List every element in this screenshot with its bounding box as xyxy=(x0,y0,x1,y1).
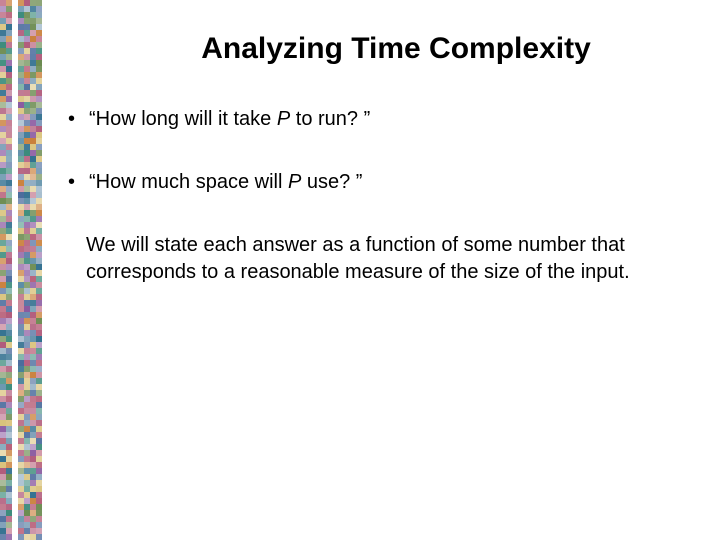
bullet-item: • “How much space will P use? ” xyxy=(68,169,690,196)
bullet-text-var: P xyxy=(277,108,290,130)
paragraph: We will state each answer as a function … xyxy=(86,232,676,286)
slide-content: Analyzing Time Complexity • “How long wi… xyxy=(0,0,720,540)
bullet-marker: • xyxy=(68,169,75,196)
bullet-text: “How much space will P use? ” xyxy=(89,169,362,196)
bullet-item: • “How long will it take P to run? ” xyxy=(68,106,690,133)
bullet-text-pre: “How long will it take xyxy=(89,108,277,130)
slide-title: Analyzing Time Complexity xyxy=(102,32,690,66)
bullet-text-var: P xyxy=(288,171,301,193)
bullet-text-post: use? ” xyxy=(301,171,362,193)
bullet-text: “How long will it take P to run? ” xyxy=(89,106,370,133)
bullet-marker: • xyxy=(68,106,75,133)
bullet-text-pre: “How much space will xyxy=(89,171,288,193)
bullet-text-post: to run? ” xyxy=(290,108,370,130)
